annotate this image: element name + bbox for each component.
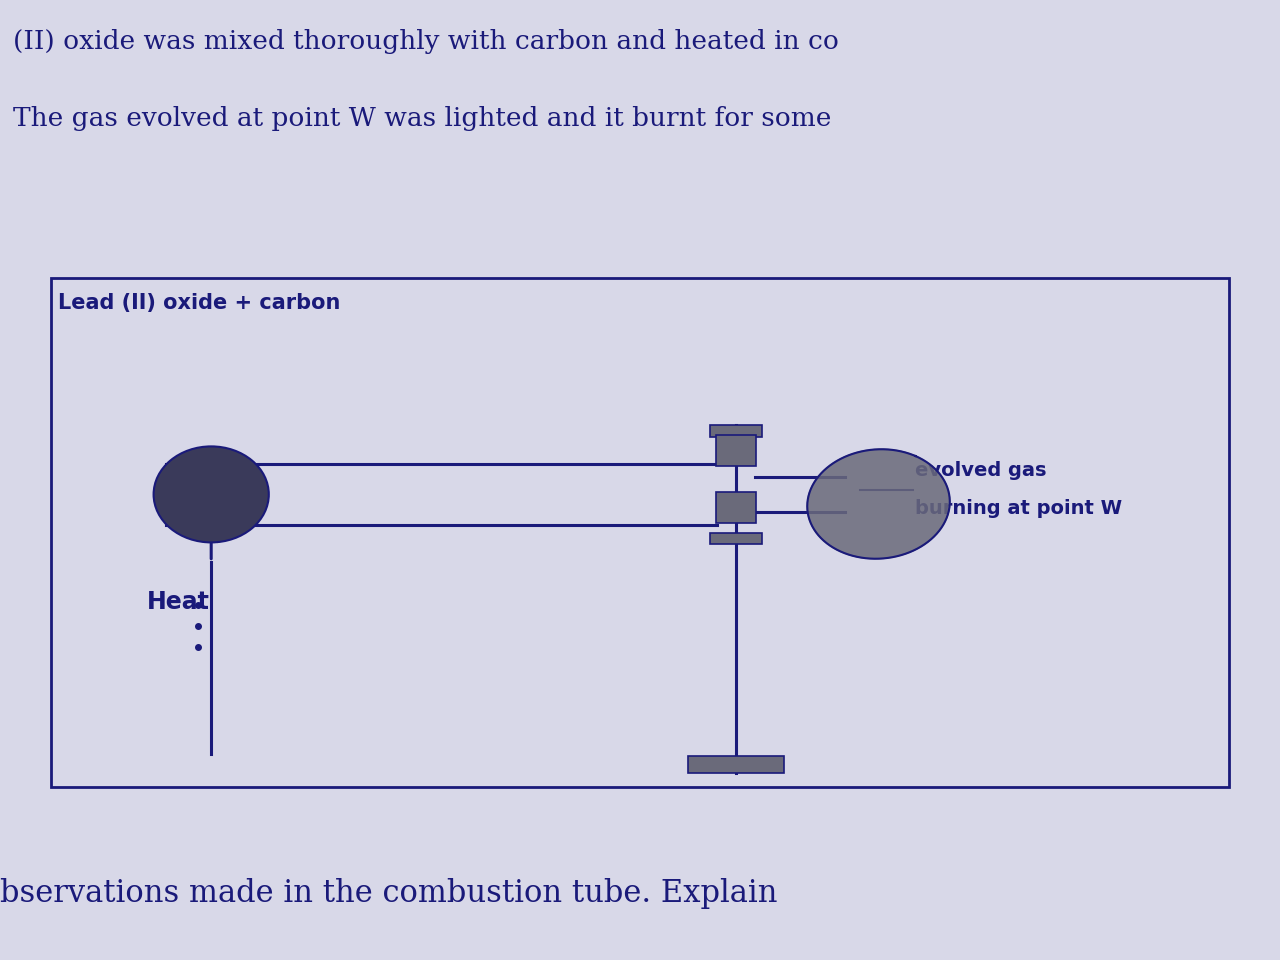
Bar [710,425,762,437]
Bar [51,278,1229,787]
Text: Lead (II) oxide + carbon: Lead (II) oxide + carbon [58,293,340,313]
Bar [716,492,756,523]
Polygon shape [808,449,950,559]
Text: bservations made in the combustion tube. Explain: bservations made in the combustion tube.… [0,878,777,909]
Bar [710,533,762,544]
Text: (II) oxide was mixed thoroughly with carbon and heated in co: (II) oxide was mixed thoroughly with car… [13,29,838,54]
Ellipse shape [154,446,269,542]
Text: Heat: Heat [147,590,210,614]
Text: The gas evolved at point W was lighted and it burnt for some: The gas evolved at point W was lighted a… [13,106,831,131]
Text: burning at point W: burning at point W [915,499,1123,518]
Text: evolved gas: evolved gas [915,461,1047,480]
Bar [689,756,783,773]
Bar [716,435,756,466]
